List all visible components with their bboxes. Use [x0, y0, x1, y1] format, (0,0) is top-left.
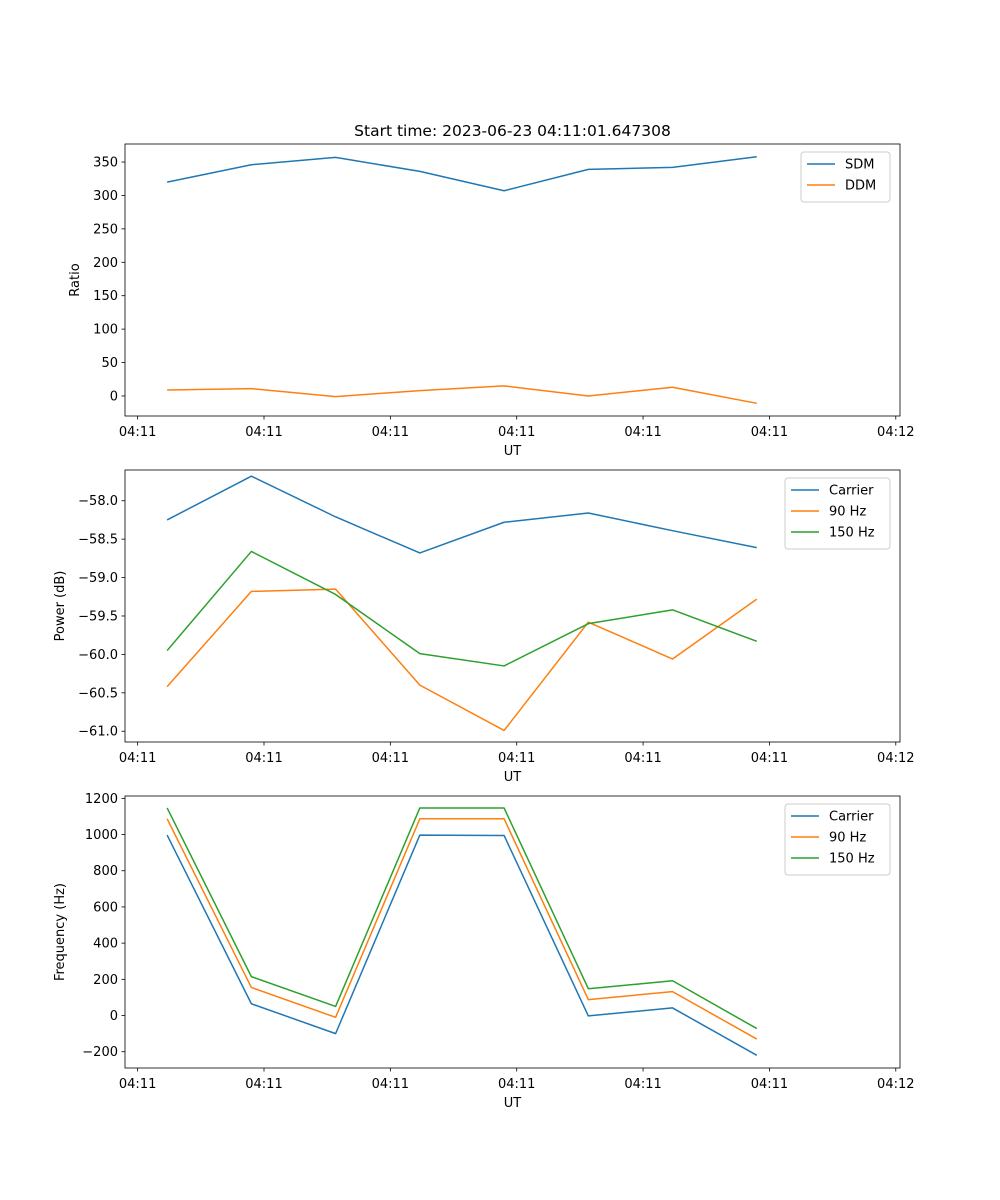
x-tick-label: 04:11 — [498, 751, 535, 766]
x-tick-label: 04:11 — [372, 751, 409, 766]
axes-frame — [124, 143, 901, 417]
axes-frame — [124, 795, 901, 1069]
x-tick-label: 04:11 — [624, 1077, 661, 1092]
y-tick-label: −58.5 — [78, 533, 118, 548]
y-tick-label: 1000 — [85, 828, 118, 843]
x-tick-label: 04:11 — [119, 425, 156, 440]
x-tick-label: 04:11 — [498, 425, 535, 440]
legend-label: Carrier — [829, 810, 874, 825]
y-axis-label: Frequency (Hz) — [53, 883, 68, 981]
y-tick-label: 50 — [101, 356, 118, 371]
x-tick-label: 04:11 — [751, 1077, 788, 1092]
legend: Carrier 90 Hz 150 Hz — [784, 803, 891, 876]
y-tick-label: 800 — [93, 864, 118, 879]
x-axis-label: UT — [504, 770, 522, 785]
chart-panel-1: 04:11 04:11 04:11 04:11 04:11 04:11 04:12 0 50 10… — [68, 122, 915, 459]
series-line-150-hz — [166, 550, 758, 667]
x-axis-label: UT — [504, 444, 522, 459]
y-tick-label: −61.0 — [78, 725, 118, 740]
y-tick-label: −58.0 — [78, 494, 118, 509]
series-line-90-hz — [166, 588, 758, 732]
x-tick-label: 04:11 — [245, 425, 282, 440]
y-tick-label: 600 — [93, 900, 118, 915]
chart-panel-3: 04:11 04:11 04:11 04:11 04:11 04:11 04:12 −200 0… — [53, 792, 915, 1111]
series-line-carrier — [166, 834, 758, 1056]
y-tick-label: 150 — [93, 289, 118, 304]
x-tick-label: 04:11 — [119, 751, 156, 766]
panels: 04:11 04:11 04:11 04:11 04:11 04:11 04:12 0 50 10… — [53, 122, 915, 1111]
y-tick-label: 300 — [93, 189, 118, 204]
legend: SDM DDM — [800, 151, 891, 203]
y-tick-label: 350 — [93, 156, 118, 171]
y-axis-label: Power (dB) — [53, 571, 68, 642]
x-tick-label: 04:12 — [877, 751, 914, 766]
x-tick-label: 04:11 — [372, 1077, 409, 1092]
x-tick-label: 04:12 — [877, 1077, 914, 1092]
y-tick-label: 250 — [93, 222, 118, 237]
series-line-sdm — [166, 155, 757, 192]
y-axis-label: Ratio — [68, 263, 83, 296]
y-tick-label: 400 — [93, 937, 118, 952]
chart-title: Start time: 2023-06-23 04:11:01.647308 — [354, 122, 671, 140]
x-tick-label: 04:11 — [119, 1077, 156, 1092]
x-tick-label: 04:11 — [751, 425, 788, 440]
y-tick-label: −200 — [82, 1045, 118, 1060]
axes-frame — [124, 469, 901, 743]
legend-label: Carrier — [829, 484, 874, 499]
y-tick-label: 1200 — [85, 792, 118, 807]
legend-label: SDM — [845, 158, 874, 173]
y-tick-label: 0 — [110, 1009, 118, 1024]
x-axis-label: UT — [504, 1096, 522, 1111]
x-tick-label: 04:12 — [877, 425, 914, 440]
x-tick-label: 04:11 — [624, 425, 661, 440]
legend: Carrier 90 Hz 150 Hz — [784, 477, 891, 550]
x-tick-label: 04:11 — [245, 1077, 282, 1092]
y-tick-label: 200 — [93, 973, 118, 988]
x-tick-label: 04:11 — [245, 751, 282, 766]
series-line-carrier — [166, 475, 757, 554]
legend-label: 90 Hz — [829, 831, 866, 846]
y-tick-label: −60.0 — [78, 648, 118, 663]
legend-label: 90 Hz — [829, 505, 866, 520]
y-tick-label: 200 — [93, 256, 118, 271]
series-line-90-hz — [166, 818, 758, 1040]
legend-label: DDM — [845, 179, 876, 194]
x-tick-label: 04:11 — [498, 1077, 535, 1092]
y-tick-label: −59.5 — [78, 609, 118, 624]
legend-label: 150 Hz — [829, 526, 875, 541]
series-line-150-hz — [166, 807, 758, 1030]
y-tick-label: 0 — [110, 389, 118, 404]
x-tick-label: 04:11 — [751, 751, 788, 766]
x-tick-label: 04:11 — [624, 751, 661, 766]
y-tick-label: −59.0 — [78, 571, 118, 586]
x-tick-label: 04:11 — [372, 425, 409, 440]
y-tick-label: 100 — [93, 323, 118, 338]
series-line-ddm — [167, 385, 757, 405]
legend-label: 150 Hz — [829, 852, 875, 867]
y-tick-label: −60.5 — [78, 686, 118, 701]
chart-panel-2: 04:11 04:11 04:11 04:11 04:11 04:11 04:12 −61.0… — [53, 469, 915, 785]
